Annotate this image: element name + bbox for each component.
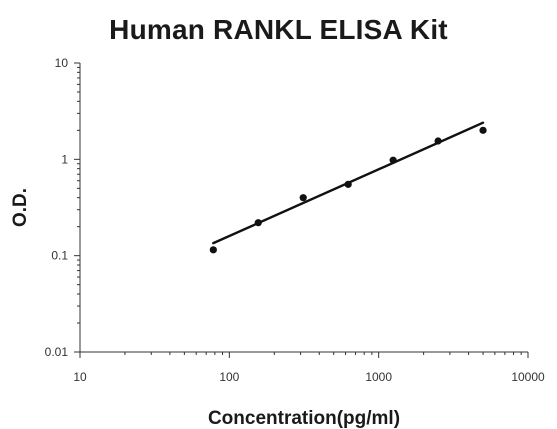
y-tick-label: 10 — [55, 56, 69, 70]
y-axis-ticks: 0.01 0.1 1 10 — [45, 56, 80, 359]
y-axis-title: O.D. — [10, 188, 31, 227]
axes — [79, 63, 528, 353]
data-point — [254, 219, 262, 227]
x-tick-label: 100 — [219, 370, 239, 384]
y-tick-label: 1 — [61, 152, 68, 166]
x-tick-label: 10000 — [511, 370, 545, 384]
data-points — [209, 126, 487, 254]
x-tick-label: 10 — [73, 370, 87, 384]
y-tick-label: 0.1 — [51, 249, 68, 263]
x-axis-ticks: 10 100 1000 10000 — [73, 352, 545, 384]
x-tick-label: 1000 — [365, 370, 392, 384]
y-tick-label: 0.01 — [45, 345, 69, 359]
data-point — [479, 126, 487, 134]
data-point — [299, 194, 307, 202]
data-point — [434, 137, 442, 145]
data-point — [209, 246, 217, 254]
data-point — [389, 156, 397, 164]
chart-title: Human RANKL ELISA Kit — [109, 14, 448, 45]
x-axis-title: Concentration(pg/ml) — [208, 408, 400, 429]
data-point — [344, 180, 352, 188]
